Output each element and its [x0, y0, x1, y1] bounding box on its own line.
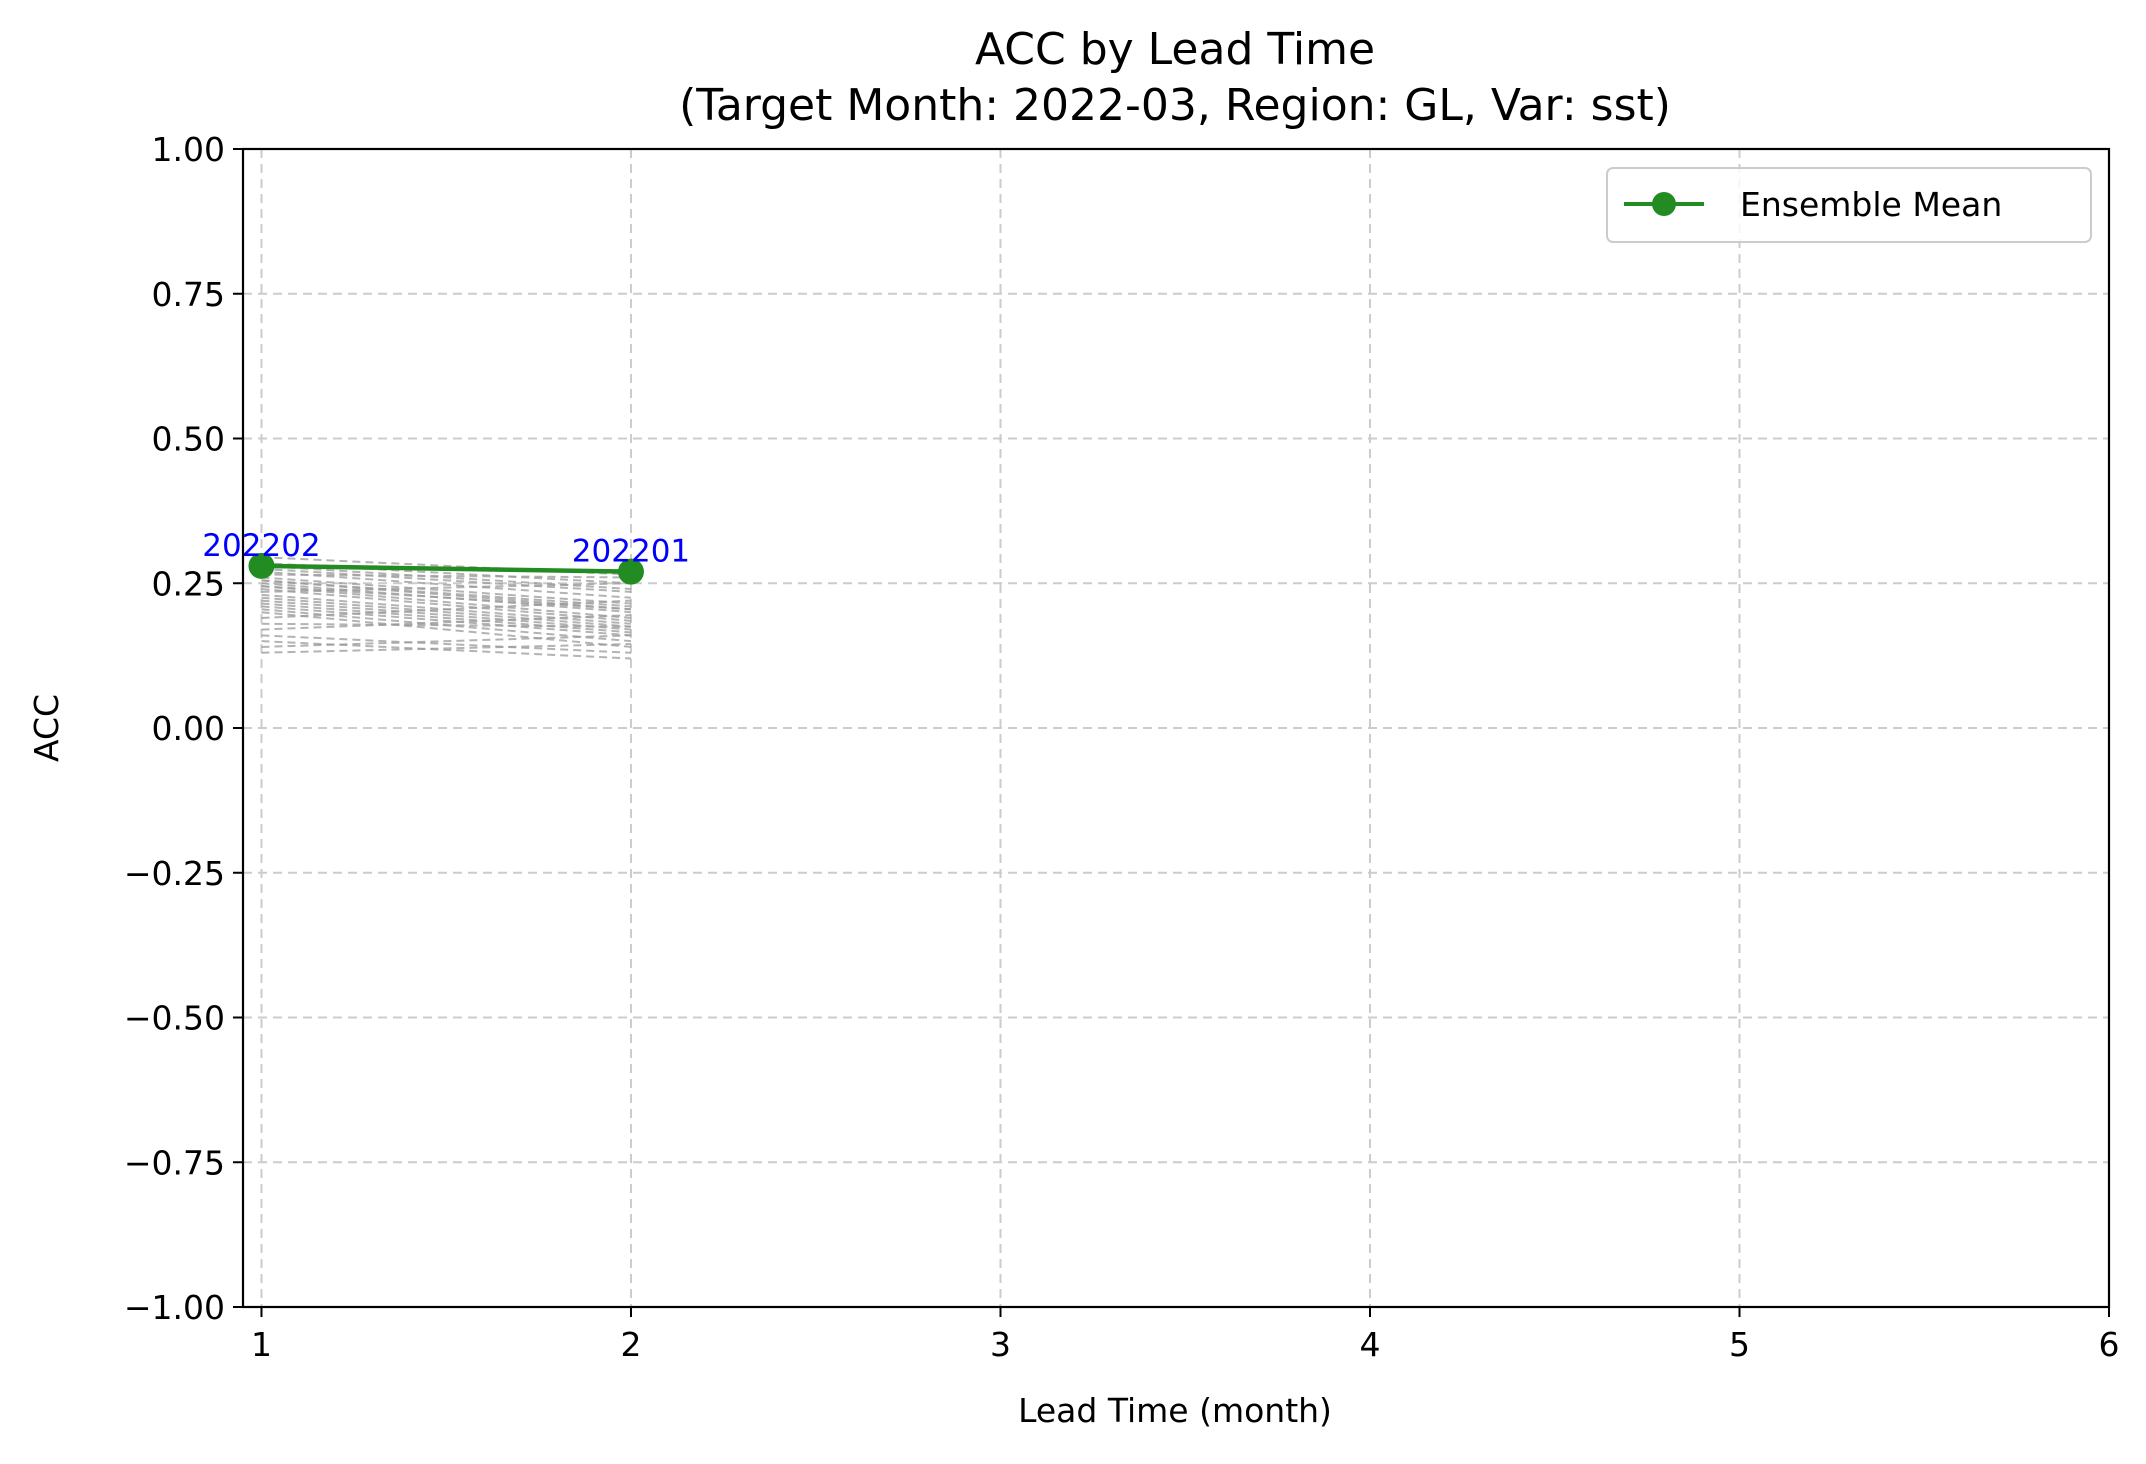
- y-tick-label: 0.25: [152, 564, 225, 603]
- member-line: [261, 579, 632, 611]
- legend-label-ensemble-mean: Ensemble Mean: [1740, 185, 2002, 224]
- y-tick-label: 1.00: [152, 130, 225, 169]
- series-layer: [248, 552, 644, 585]
- member-line: [261, 605, 632, 637]
- member-line: [261, 570, 632, 599]
- x-axis-label: Lead Time (month): [1018, 1391, 1332, 1430]
- member-line: [261, 561, 632, 585]
- x-tick-label: 5: [1729, 1325, 1750, 1364]
- y-tick-label: −0.25: [124, 854, 225, 893]
- y-tick-label: −0.75: [124, 1143, 225, 1182]
- series-line-ensemble-mean: [261, 563, 632, 574]
- x-tick-label: 1: [251, 1325, 272, 1364]
- member-lines: [261, 556, 632, 660]
- point-labels: 202202 202201: [202, 528, 690, 570]
- member-line: [261, 588, 632, 622]
- member-line: [261, 579, 632, 608]
- member-line: [261, 596, 632, 628]
- y-tick-label: 0.00: [152, 709, 225, 748]
- data-point-label: 202202: [202, 528, 320, 564]
- x-tick-label: 2: [620, 1325, 641, 1364]
- member-line: [261, 564, 632, 591]
- x-tick-label: 3: [990, 1325, 1011, 1364]
- member-line: [261, 585, 632, 619]
- member-line: [261, 614, 632, 631]
- member-line: [261, 599, 632, 631]
- member-line: [261, 640, 632, 660]
- legend-marker-icon: [1652, 192, 1676, 216]
- x-tick-label: 6: [2099, 1325, 2120, 1364]
- y-tick-label: 0.50: [152, 420, 225, 459]
- member-line: [261, 643, 632, 654]
- x-ticks: 1 2 3 4 5 6: [251, 1307, 2120, 1364]
- chart-title: ACC by Lead Time: [975, 24, 1375, 75]
- member-line: [261, 573, 631, 579]
- data-point-label: 202201: [572, 534, 690, 570]
- y-tick-label: −1.00: [124, 1288, 225, 1327]
- member-line: [261, 599, 632, 619]
- chart-subtitle: (Target Month: 2022-03, Region: GL, Var:…: [679, 80, 1671, 131]
- member-line: [261, 611, 632, 648]
- member-line: [261, 556, 632, 576]
- member-line: [261, 585, 632, 611]
- member-line: [261, 576, 632, 605]
- member-line: [261, 602, 632, 634]
- member-line: [261, 634, 632, 654]
- x-tick-label: 4: [1359, 1325, 1380, 1364]
- data-point: [617, 558, 644, 585]
- member-line: [261, 567, 632, 593]
- y-tick-label: 0.75: [152, 275, 225, 314]
- member-line: [261, 634, 632, 648]
- member-line: [261, 582, 632, 593]
- y-axis-label: ACC: [27, 694, 66, 762]
- member-line: [261, 622, 631, 628]
- y-ticks: 1.00 0.75 0.50 0.25 0.00 −0.25 −0.50 −0.75 −1.00: [124, 130, 243, 1327]
- legend-box: [1606, 167, 2092, 243]
- legend: Ensemble Mean: [1606, 167, 2092, 243]
- data-point: [248, 552, 275, 579]
- y-tick-label: −0.50: [124, 999, 225, 1038]
